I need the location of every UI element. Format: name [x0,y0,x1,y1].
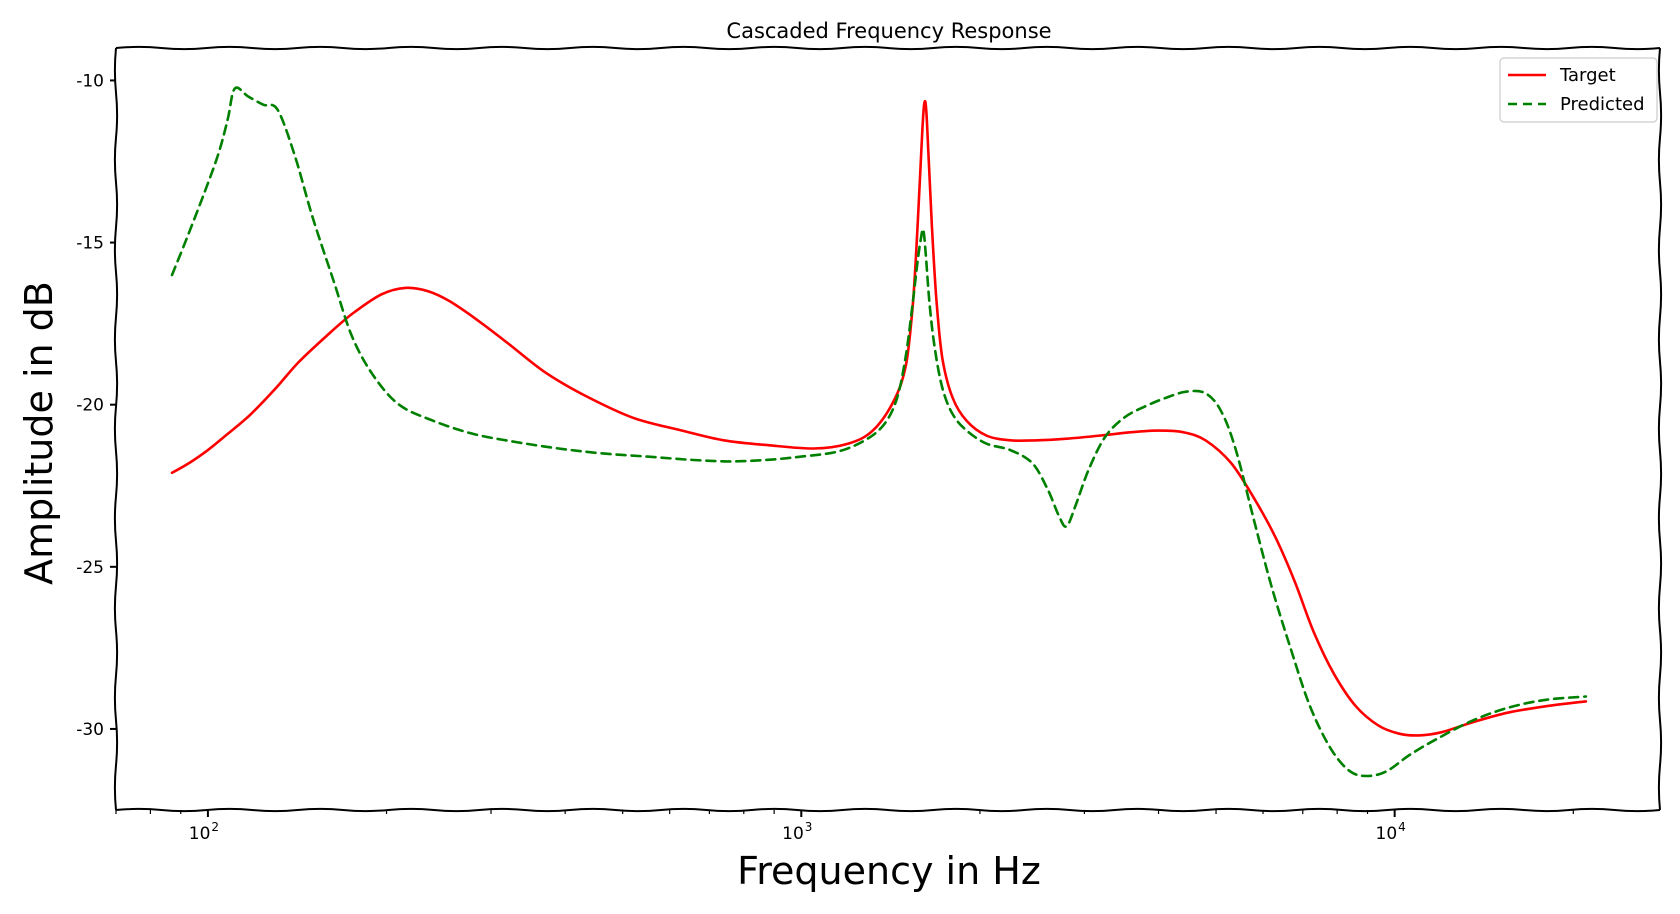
y-axis-ticks: -10 -15 -20 -25 -30 [76,71,116,740]
legend: Target Predicted [1499,57,1658,123]
x-axis-label: Frequency in Hz [737,849,1041,893]
series-line-predicted [170,86,1588,778]
x-axis-ticks: 102 103 104 [115,810,1574,844]
frame-left [113,47,119,811]
frame-right [1657,47,1663,811]
y-tick-label: -30 [76,720,104,740]
plot-frame [113,45,1663,813]
y-tick-label: -20 [76,396,104,416]
series-layer [170,86,1588,778]
legend-label-predicted: Predicted [1560,94,1645,115]
y-tick-label: -15 [76,234,104,254]
y-tick-label: -25 [76,558,104,578]
series-line-target [170,99,1588,737]
frame-bottom [115,807,1661,813]
y-tick-label: -10 [76,71,104,91]
y-axis-label: Amplitude in dB [17,281,61,585]
frame-top [115,45,1661,51]
chart-title: Cascaded Frequency Response [726,19,1051,43]
legend-label-target: Target [1559,65,1616,86]
